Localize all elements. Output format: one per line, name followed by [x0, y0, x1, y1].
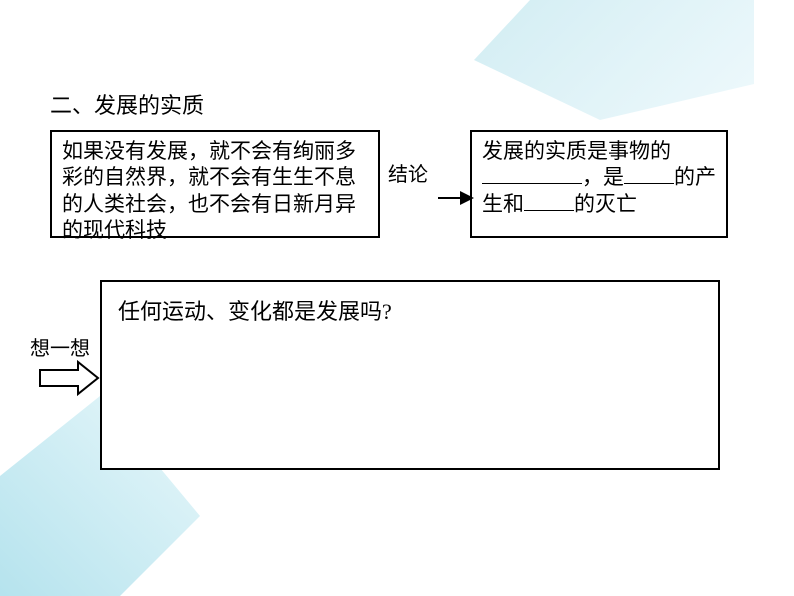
arrow-right-outline	[38, 358, 100, 403]
box2-part4: 的灭亡	[574, 192, 637, 216]
blank-2	[624, 166, 674, 184]
box2-part2: ，是	[582, 165, 624, 189]
decorative-shape-top	[474, 0, 754, 120]
premise-box: 如果没有发展，就不会有绚丽多彩的自然界，就不会有生生不息的人类社会，也不会有日新…	[50, 130, 380, 238]
conclusion-box: 发展的实质是事物的，是的产生和的灭亡	[470, 130, 728, 238]
box2-part1: 发展的实质是事物的	[482, 139, 671, 163]
blank-1	[482, 166, 582, 184]
section-heading: 二、发展的实质	[50, 88, 204, 120]
arrow1-label: 结论	[388, 158, 428, 187]
question-box: 任何运动、变化都是发展吗?	[100, 280, 720, 470]
blank-3	[524, 193, 574, 211]
arrow2-label: 想一想	[30, 332, 90, 361]
arrow-right-solid	[438, 188, 474, 213]
